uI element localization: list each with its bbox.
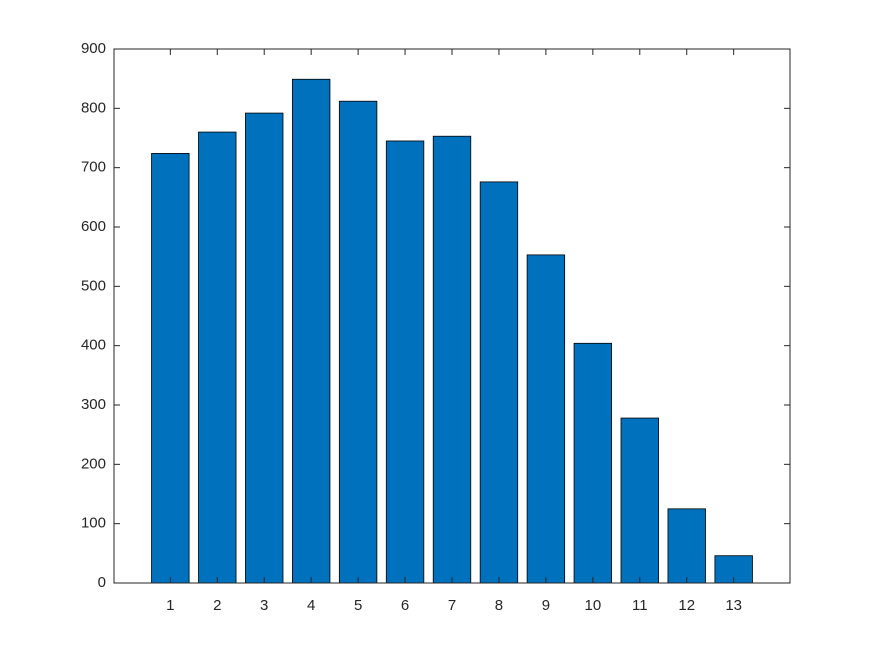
y-tick-label: 900 xyxy=(81,40,106,57)
x-tick-label: 13 xyxy=(725,597,742,614)
y-tick-label: 500 xyxy=(81,277,106,294)
x-tick-label: 5 xyxy=(354,597,362,614)
bar xyxy=(479,181,519,584)
y-tick-label: 100 xyxy=(81,515,106,532)
y-tick-label: 800 xyxy=(81,99,106,116)
y-tick-label: 600 xyxy=(81,218,106,235)
x-tick-label: 3 xyxy=(260,597,268,614)
x-tick-label: 2 xyxy=(213,597,221,614)
bar xyxy=(385,140,425,584)
x-tick-label: 1 xyxy=(166,597,174,614)
y-tick-label: 700 xyxy=(81,159,106,176)
y-tick-label: 400 xyxy=(81,337,106,354)
x-tick-label: 11 xyxy=(632,597,648,614)
y-tick-label: 200 xyxy=(81,455,106,472)
x-tick-label: 4 xyxy=(307,597,315,614)
bar xyxy=(573,342,613,584)
bar xyxy=(526,254,566,584)
bar xyxy=(291,78,331,584)
bar xyxy=(667,508,706,584)
bar xyxy=(432,135,472,584)
bar xyxy=(198,131,237,584)
x-tick-label: 10 xyxy=(584,597,601,614)
bar xyxy=(151,153,190,584)
y-tick-label: 0 xyxy=(98,574,106,591)
bar xyxy=(620,417,659,584)
x-tick-label: 8 xyxy=(495,597,503,614)
bar xyxy=(245,112,284,584)
y-tick-label: 300 xyxy=(81,396,106,413)
x-tick-label: 7 xyxy=(448,597,456,614)
x-tick-label: 12 xyxy=(678,597,695,614)
x-tick-label: 9 xyxy=(542,597,550,614)
x-tick-label: 6 xyxy=(401,597,409,614)
bar xyxy=(338,100,378,584)
